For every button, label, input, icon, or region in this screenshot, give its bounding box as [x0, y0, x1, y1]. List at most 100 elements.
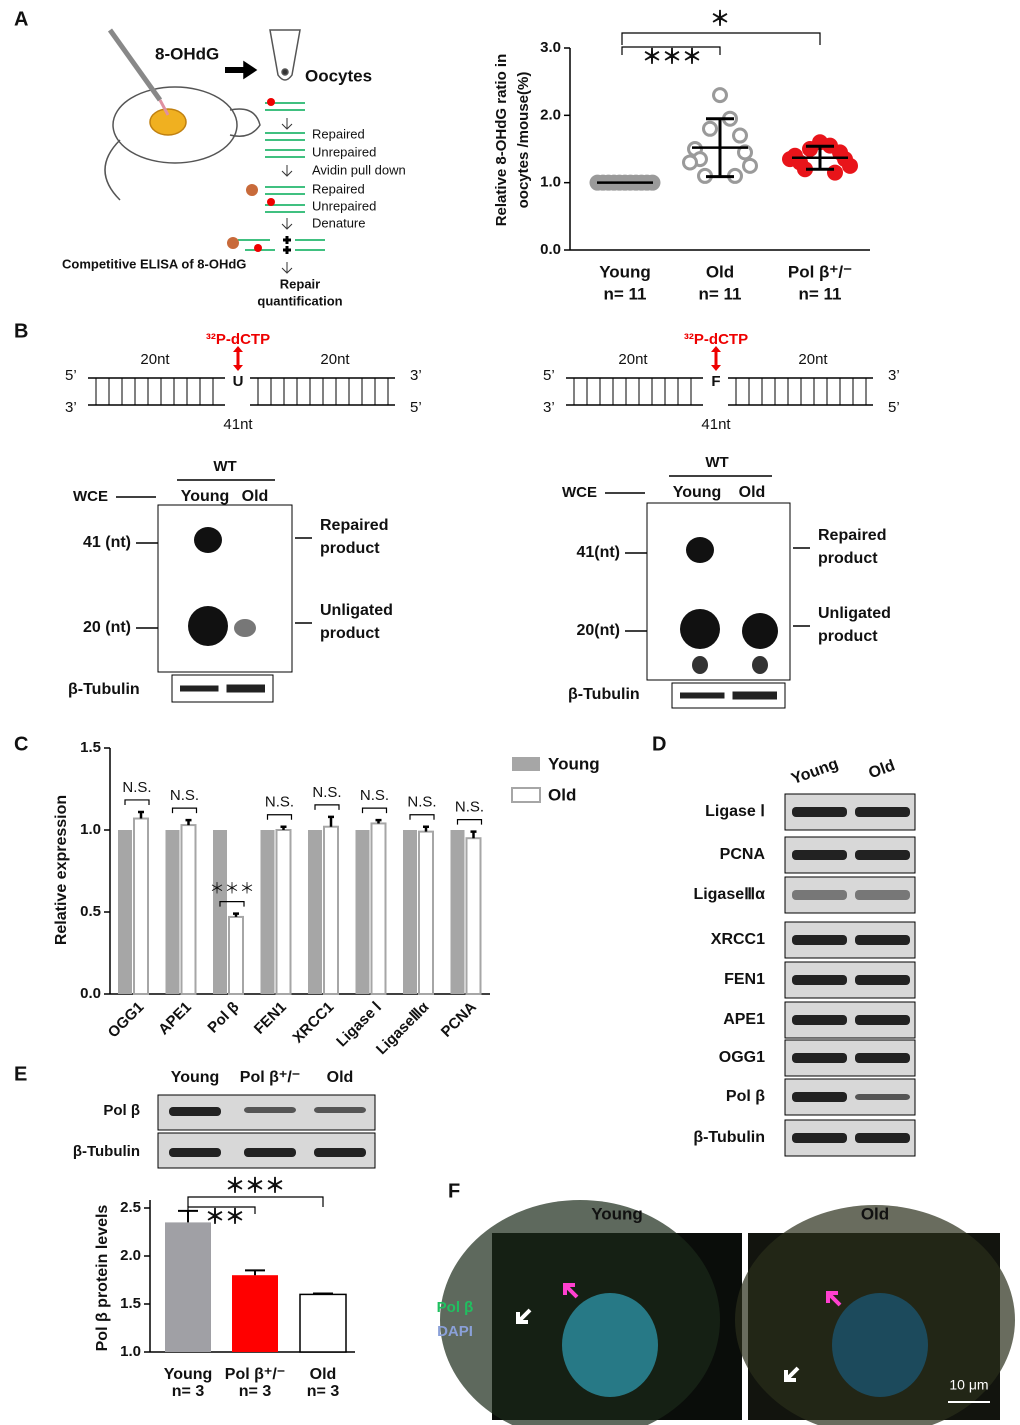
data-point [782, 151, 798, 168]
error-bar [375, 818, 382, 824]
lane-label: Old [739, 484, 766, 501]
bar [165, 1222, 211, 1352]
markers [227, 98, 293, 274]
strand-end: 3’ [543, 399, 555, 416]
y-tick-label: 0.0 [80, 985, 101, 1002]
y-tick-label: 1.5 [80, 739, 101, 756]
size-marker: 41(nt) [576, 544, 620, 561]
protein-label: LigaseⅢα [693, 886, 765, 903]
protein-label: APE1 [723, 1011, 765, 1028]
product-label: Repaired [818, 527, 886, 544]
significance-bracket [621, 32, 821, 45]
lane-label: Young [673, 484, 722, 501]
protein-label: β-Tubulin [693, 1129, 765, 1146]
condition-label: Young [591, 1204, 643, 1223]
panel-label: F [448, 1180, 460, 1202]
length-label: 20nt [320, 351, 350, 368]
step-label: Repaired [312, 126, 365, 141]
product-label: product [818, 550, 878, 567]
y-axis-label: Relative 8-OHdG ratio in [493, 54, 510, 227]
band [244, 1107, 296, 1113]
bar [118, 830, 132, 994]
x-tick-label: LigaseⅢα [373, 998, 433, 1058]
loading-label: β-Tubulin [568, 686, 640, 703]
panel-label: B [14, 320, 28, 342]
significance-bracket [219, 901, 245, 907]
n-label: n= 11 [603, 284, 646, 303]
bar [228, 915, 244, 995]
strand-end: 3’ [65, 399, 77, 416]
probe-arrow [711, 346, 721, 371]
significance-label: ＊＊＊ [225, 1175, 285, 1197]
band [752, 656, 768, 674]
significance-label: N.S. [360, 787, 389, 804]
band [855, 935, 910, 945]
significance-label: N.S. [455, 799, 484, 816]
n-label: n= 3 [239, 1383, 272, 1400]
x-tick-label: Pol β⁺/⁻ [788, 262, 852, 281]
condition-label: Old [861, 1204, 889, 1223]
y-tick-label: 2.0 [540, 106, 561, 123]
error-bar [706, 117, 734, 179]
band [855, 890, 910, 900]
y-tick-label: 2.0 [120, 1247, 141, 1264]
significance-bracket [361, 807, 388, 814]
probe-label: ³²P-dCTP [684, 331, 748, 348]
lane-label: Old [327, 1069, 354, 1086]
significance-bracket [187, 1196, 324, 1207]
size-marker: 41 (nt) [83, 534, 131, 551]
size-marker: 20 (nt) [83, 619, 131, 636]
step-label: Unrepaired [312, 144, 376, 159]
step-label: Unrepaired [312, 198, 376, 213]
significance-label: N.S. [170, 787, 199, 804]
dna-strands [238, 102, 325, 251]
error-bar [470, 830, 477, 839]
bar [323, 825, 339, 995]
scale-label: 10 μm [949, 1377, 988, 1393]
band [855, 1133, 910, 1143]
data-point [842, 157, 858, 174]
y-tick-label: 1.0 [540, 174, 561, 191]
significance-label: ＊＊ [205, 1206, 245, 1228]
product-label: Unligated [818, 605, 891, 622]
band [732, 691, 777, 700]
band [692, 656, 708, 674]
x-tick-label: OGG1 [105, 999, 148, 1042]
length-label: 41nt [701, 416, 731, 433]
arrow [563, 1283, 579, 1299]
gel [157, 504, 293, 673]
bar [299, 1293, 347, 1353]
band [686, 537, 714, 563]
y-tick-label: 1.5 [120, 1295, 141, 1312]
group-label: WT [213, 458, 236, 475]
probe-label: ³²P-dCTP [206, 331, 270, 348]
band [855, 1015, 910, 1025]
step-label: quantification [257, 293, 342, 308]
extract-label: WCE [73, 488, 108, 505]
product-label: product [320, 625, 380, 642]
lane-label: Young [171, 1069, 220, 1086]
length-label: 20nt [618, 351, 648, 368]
n-label: n= 11 [798, 284, 841, 303]
step-label: Denature [312, 215, 365, 230]
band [792, 1053, 847, 1063]
protein-label: Pol β [726, 1088, 765, 1105]
band [792, 1015, 847, 1025]
step-label: Avidin pull down [312, 162, 406, 177]
legend-swatch [511, 787, 541, 803]
data-point [737, 144, 753, 161]
gel [646, 502, 791, 681]
step-label: Repaired [312, 181, 365, 196]
length-label: 20nt [140, 351, 170, 368]
data-point [682, 154, 698, 171]
bar [403, 830, 417, 994]
strand-end: 3’ [888, 367, 900, 384]
band [680, 692, 725, 699]
protein-label: FEN1 [724, 971, 765, 988]
lane-label: Pol β⁺/⁻ [240, 1069, 300, 1086]
product-label: product [320, 540, 380, 557]
y-tick-label: 1.0 [80, 821, 101, 838]
bar [232, 1275, 278, 1352]
error-bar [138, 810, 144, 819]
